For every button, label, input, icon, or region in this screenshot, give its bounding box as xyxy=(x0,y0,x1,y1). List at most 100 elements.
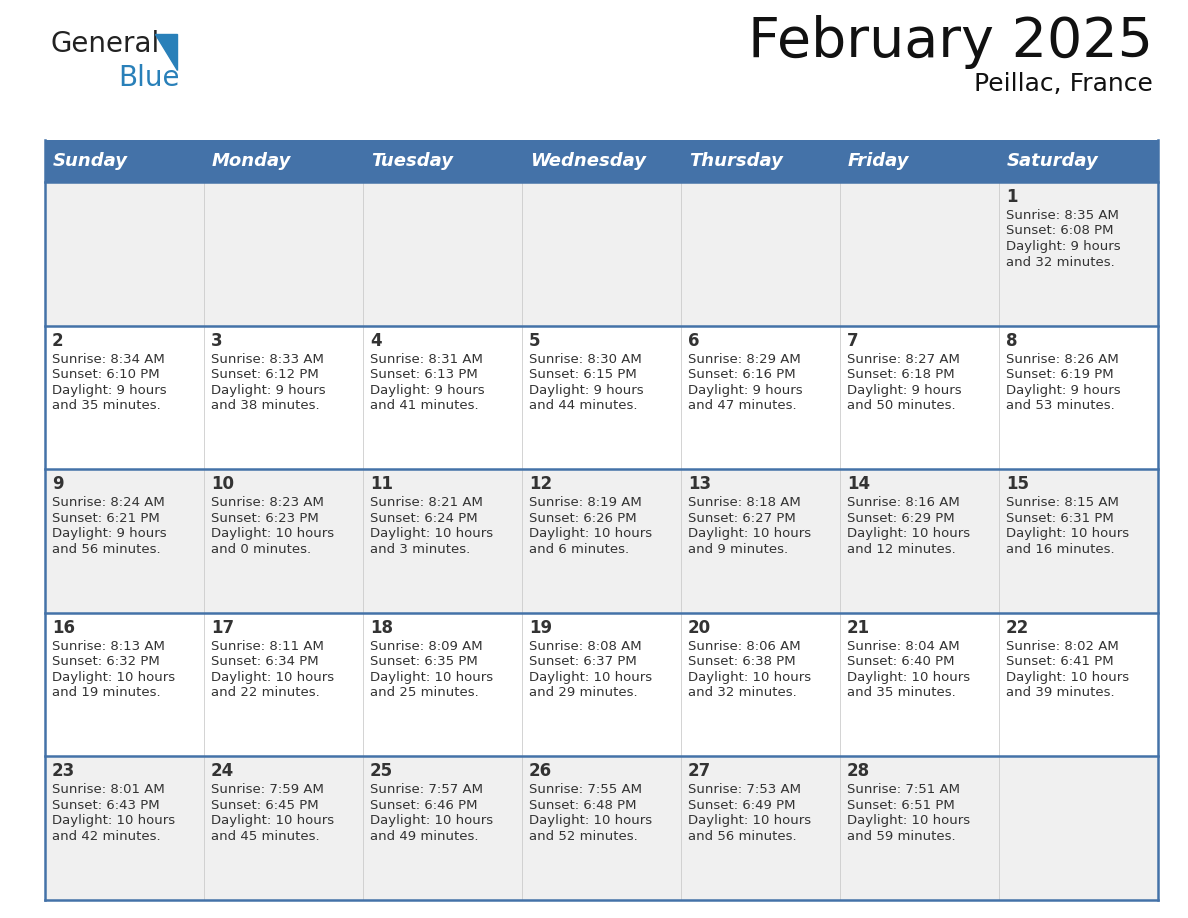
Text: 1: 1 xyxy=(1006,188,1017,206)
Text: and 42 minutes.: and 42 minutes. xyxy=(52,830,160,843)
Text: Sunrise: 8:01 AM: Sunrise: 8:01 AM xyxy=(52,783,165,797)
Text: Sunset: 6:37 PM: Sunset: 6:37 PM xyxy=(529,655,637,668)
Bar xyxy=(45,613,1158,756)
Text: Sunset: 6:51 PM: Sunset: 6:51 PM xyxy=(847,799,955,812)
Text: Sunrise: 8:29 AM: Sunrise: 8:29 AM xyxy=(688,353,801,365)
Text: and 35 minutes.: and 35 minutes. xyxy=(847,687,956,700)
Text: Sunday: Sunday xyxy=(53,152,128,170)
Text: 4: 4 xyxy=(369,331,381,350)
Text: and 12 minutes.: and 12 minutes. xyxy=(847,543,956,555)
Text: Sunset: 6:41 PM: Sunset: 6:41 PM xyxy=(1006,655,1113,668)
Text: February 2025: February 2025 xyxy=(748,15,1154,69)
Text: Sunset: 6:19 PM: Sunset: 6:19 PM xyxy=(1006,368,1113,381)
Text: 26: 26 xyxy=(529,763,552,780)
Text: Daylight: 9 hours: Daylight: 9 hours xyxy=(847,384,961,397)
Text: and 32 minutes.: and 32 minutes. xyxy=(1006,255,1114,268)
Text: and 45 minutes.: and 45 minutes. xyxy=(211,830,320,843)
Text: Daylight: 10 hours: Daylight: 10 hours xyxy=(1006,527,1129,540)
Text: Daylight: 9 hours: Daylight: 9 hours xyxy=(211,384,326,397)
Text: and 19 minutes.: and 19 minutes. xyxy=(52,687,160,700)
Text: Sunset: 6:08 PM: Sunset: 6:08 PM xyxy=(1006,225,1113,238)
Text: Daylight: 9 hours: Daylight: 9 hours xyxy=(1006,384,1120,397)
Text: and 52 minutes.: and 52 minutes. xyxy=(529,830,638,843)
Text: and 44 minutes.: and 44 minutes. xyxy=(529,399,638,412)
Text: Sunset: 6:45 PM: Sunset: 6:45 PM xyxy=(211,799,318,812)
Text: and 32 minutes.: and 32 minutes. xyxy=(688,687,797,700)
Text: Sunset: 6:15 PM: Sunset: 6:15 PM xyxy=(529,368,637,381)
Text: Sunset: 6:40 PM: Sunset: 6:40 PM xyxy=(847,655,954,668)
Text: 21: 21 xyxy=(847,619,870,637)
Text: 3: 3 xyxy=(211,331,222,350)
Text: 25: 25 xyxy=(369,763,393,780)
Text: 22: 22 xyxy=(1006,619,1029,637)
Text: and 47 minutes.: and 47 minutes. xyxy=(688,399,797,412)
Text: Daylight: 10 hours: Daylight: 10 hours xyxy=(847,671,971,684)
Text: Sunrise: 8:18 AM: Sunrise: 8:18 AM xyxy=(688,497,801,509)
Bar xyxy=(45,756,1158,900)
Text: 28: 28 xyxy=(847,763,870,780)
Text: Sunset: 6:10 PM: Sunset: 6:10 PM xyxy=(52,368,159,381)
Text: Sunset: 6:46 PM: Sunset: 6:46 PM xyxy=(369,799,478,812)
Text: 18: 18 xyxy=(369,619,393,637)
Text: Sunrise: 8:21 AM: Sunrise: 8:21 AM xyxy=(369,497,482,509)
Text: Blue: Blue xyxy=(118,64,179,92)
Text: 2: 2 xyxy=(52,331,64,350)
Text: Sunset: 6:23 PM: Sunset: 6:23 PM xyxy=(211,511,318,525)
Bar xyxy=(522,140,681,182)
Text: 11: 11 xyxy=(369,476,393,493)
Text: Sunrise: 8:33 AM: Sunrise: 8:33 AM xyxy=(211,353,324,365)
Text: Daylight: 10 hours: Daylight: 10 hours xyxy=(369,814,493,827)
Text: Sunset: 6:35 PM: Sunset: 6:35 PM xyxy=(369,655,478,668)
Text: Sunrise: 8:08 AM: Sunrise: 8:08 AM xyxy=(529,640,642,653)
Text: and 50 minutes.: and 50 minutes. xyxy=(847,399,955,412)
Text: Sunrise: 8:26 AM: Sunrise: 8:26 AM xyxy=(1006,353,1119,365)
Text: 20: 20 xyxy=(688,619,712,637)
Text: Daylight: 9 hours: Daylight: 9 hours xyxy=(529,384,644,397)
Text: Sunset: 6:32 PM: Sunset: 6:32 PM xyxy=(52,655,159,668)
Text: Sunrise: 8:15 AM: Sunrise: 8:15 AM xyxy=(1006,497,1119,509)
Text: and 3 minutes.: and 3 minutes. xyxy=(369,543,470,555)
Text: 27: 27 xyxy=(688,763,712,780)
Text: Sunset: 6:18 PM: Sunset: 6:18 PM xyxy=(847,368,955,381)
Text: Daylight: 10 hours: Daylight: 10 hours xyxy=(688,814,811,827)
Text: and 6 minutes.: and 6 minutes. xyxy=(529,543,630,555)
Text: Daylight: 9 hours: Daylight: 9 hours xyxy=(52,384,166,397)
Text: Sunrise: 8:11 AM: Sunrise: 8:11 AM xyxy=(211,640,324,653)
Text: 9: 9 xyxy=(52,476,64,493)
Text: Daylight: 10 hours: Daylight: 10 hours xyxy=(688,527,811,540)
Text: Sunrise: 8:19 AM: Sunrise: 8:19 AM xyxy=(529,497,642,509)
Text: Daylight: 10 hours: Daylight: 10 hours xyxy=(211,527,334,540)
Bar xyxy=(45,469,1158,613)
Text: Daylight: 10 hours: Daylight: 10 hours xyxy=(688,671,811,684)
Text: and 0 minutes.: and 0 minutes. xyxy=(211,543,311,555)
Text: Daylight: 9 hours: Daylight: 9 hours xyxy=(52,527,166,540)
Text: 5: 5 xyxy=(529,331,541,350)
Text: Sunset: 6:49 PM: Sunset: 6:49 PM xyxy=(688,799,796,812)
Text: Sunset: 6:34 PM: Sunset: 6:34 PM xyxy=(211,655,318,668)
Text: Daylight: 10 hours: Daylight: 10 hours xyxy=(52,814,175,827)
Text: 6: 6 xyxy=(688,331,700,350)
Text: Daylight: 10 hours: Daylight: 10 hours xyxy=(369,527,493,540)
Text: Monday: Monday xyxy=(211,152,291,170)
Text: Sunrise: 7:57 AM: Sunrise: 7:57 AM xyxy=(369,783,484,797)
Text: and 49 minutes.: and 49 minutes. xyxy=(369,830,479,843)
Text: Daylight: 10 hours: Daylight: 10 hours xyxy=(847,527,971,540)
Text: Daylight: 9 hours: Daylight: 9 hours xyxy=(1006,240,1120,253)
Text: Sunset: 6:31 PM: Sunset: 6:31 PM xyxy=(1006,511,1114,525)
Text: Sunrise: 7:51 AM: Sunrise: 7:51 AM xyxy=(847,783,960,797)
Text: Sunrise: 8:06 AM: Sunrise: 8:06 AM xyxy=(688,640,801,653)
Bar xyxy=(204,140,364,182)
Bar xyxy=(45,326,1158,469)
Text: Thursday: Thursday xyxy=(689,152,783,170)
Text: Wednesday: Wednesday xyxy=(530,152,646,170)
Text: Sunrise: 8:24 AM: Sunrise: 8:24 AM xyxy=(52,497,165,509)
Text: 14: 14 xyxy=(847,476,870,493)
Text: and 56 minutes.: and 56 minutes. xyxy=(52,543,160,555)
Text: 23: 23 xyxy=(52,763,75,780)
Text: Sunset: 6:43 PM: Sunset: 6:43 PM xyxy=(52,799,159,812)
Text: Sunrise: 7:55 AM: Sunrise: 7:55 AM xyxy=(529,783,642,797)
Text: Sunset: 6:48 PM: Sunset: 6:48 PM xyxy=(529,799,637,812)
Text: and 25 minutes.: and 25 minutes. xyxy=(369,687,479,700)
Text: and 35 minutes.: and 35 minutes. xyxy=(52,399,160,412)
Text: Sunrise: 7:59 AM: Sunrise: 7:59 AM xyxy=(211,783,324,797)
